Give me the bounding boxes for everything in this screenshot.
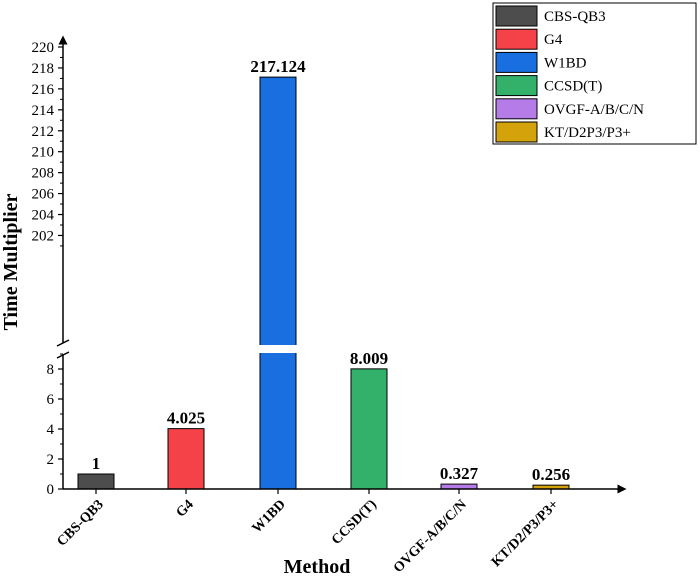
y-tick-label: 208 [32, 166, 55, 182]
y-tick-label: 206 [32, 187, 55, 203]
y-tick-label: 202 [32, 228, 55, 244]
y-axis-title: Time Multiplier [0, 193, 22, 330]
bar-cbs-qb3 [77, 473, 115, 490]
value-label: 0.256 [532, 465, 570, 484]
legend: CBS-QB3 G4 W1BD CCSD(T) OVGF-A/B/C/N KT/D2P3/… [492, 2, 697, 145]
legend-swatch [495, 28, 538, 50]
bar-w1bd [259, 76, 297, 490]
y-tick-label: 210 [32, 145, 55, 161]
legend-label: G4 [544, 32, 563, 48]
category-label: KT/D2/P3/P3+ [489, 497, 562, 570]
category-label: W1BD [250, 497, 289, 536]
y-tick-label: 4 [47, 422, 55, 438]
y-tick-label: 220 [32, 40, 55, 56]
axis-break-mark [56, 351, 70, 359]
legend-swatch [495, 98, 538, 120]
value-label: 217.124 [250, 57, 306, 76]
y-tick-label: 204 [32, 208, 55, 224]
y-tick-label: 0 [47, 482, 55, 498]
bar-ccsd-t- [350, 368, 388, 490]
y-tick-label: 212 [32, 124, 55, 140]
y-tick-label: 6 [47, 392, 55, 408]
legend-label: CCSD(T) [544, 79, 602, 95]
bar-break-gap [259, 345, 297, 353]
legend-label: W1BD [544, 55, 587, 71]
legend-label: OVGF-A/B/C/N [544, 102, 644, 118]
y-tick-label: 2 [47, 452, 55, 468]
legend-label: CBS-QB3 [544, 9, 606, 25]
value-label: 0.327 [440, 464, 479, 483]
value-label: 4.025 [167, 409, 205, 428]
category-label: CCSD(T) [329, 497, 380, 548]
category-label: OVGF-A/B/C/N [391, 497, 470, 576]
x-axis-title: Method [284, 556, 351, 578]
category-label: G4 [174, 497, 197, 520]
legend-swatch [495, 75, 538, 97]
y-tick-label: 216 [32, 82, 55, 98]
value-label: 1 [92, 454, 101, 473]
value-label: 8.009 [350, 349, 388, 368]
bar-g4 [167, 428, 205, 490]
legend-swatch [495, 121, 538, 143]
legend-label: KT/D2P3/P3+ [544, 125, 631, 141]
legend-swatch [495, 51, 538, 73]
category-label: CBS-QB3 [54, 497, 106, 549]
y-tick-label: 8 [47, 362, 55, 378]
axis-break-mark [56, 339, 70, 347]
legend-swatch [495, 5, 538, 27]
y-tick-label: 214 [32, 103, 55, 119]
y-tick-label: 218 [32, 61, 55, 77]
